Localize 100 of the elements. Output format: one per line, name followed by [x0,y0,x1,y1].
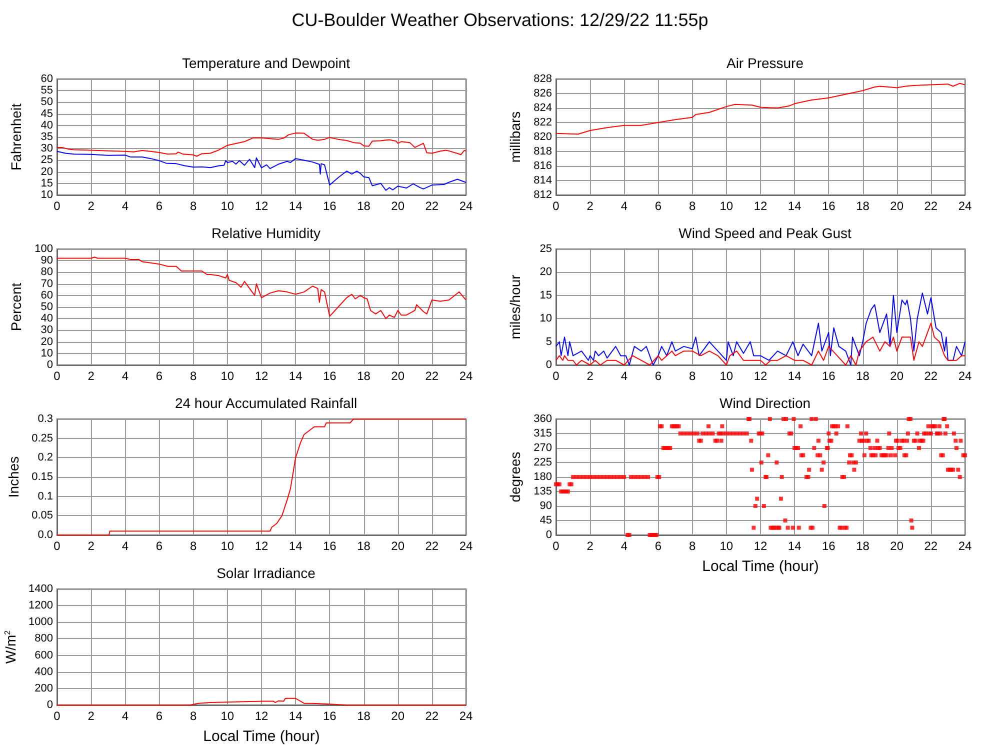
x-tick-label: 4 [620,539,628,553]
x-tick-label: 10 [220,709,234,723]
y-tick-label: 25 [40,154,53,166]
y-tick-label: 1200 [28,600,53,612]
y-tick-label: 20 [40,166,53,178]
x-tick-label: 22 [425,369,439,383]
y-tick-label: 10 [540,312,552,325]
y-tick-label: 30 [40,142,53,155]
x-tick-label: 4 [620,369,628,383]
y-tick-label: 40 [40,119,53,132]
y-tick-label: 0.1 [38,490,53,502]
chart-title: Solar Irradiance [216,565,316,581]
y-tick-label: 25 [540,243,552,255]
y-tick-label: 100 [34,243,53,255]
y-tick-label: 0 [546,529,552,541]
x-tick-label: 12 [254,199,268,213]
x-tick-label: 10 [720,369,734,383]
x-tick-label: 8 [688,199,696,213]
y-tick-label: 0 [546,359,552,371]
y-tick-label: 225 [534,456,552,468]
x-tick-label: 24 [459,369,473,383]
x-tick-label: 2 [88,709,95,723]
y-tick-label: 35 [40,131,53,143]
x-tick-label: 4 [620,199,628,213]
y-axis-title: millibars [507,111,523,163]
y-tick-label: 818 [534,146,552,158]
x-tick-label: 24 [459,199,473,213]
x-tick-label: 10 [720,199,734,213]
x-tick-label: 6 [654,369,662,383]
y-tick-label: 200 [34,682,53,694]
x-tick-label: 4 [122,199,129,213]
x-tick-label: 24 [958,369,972,383]
y-tick-label: 0 [46,699,53,711]
line-series [56,256,466,320]
x-tick-label: 6 [654,539,662,553]
line-series [56,150,466,191]
chart-title: CU-Boulder Weather Observations: 12/29/22 11:55p [290,10,710,31]
x-tick-label: 18 [357,369,371,383]
y-tick-label: 40 [40,312,53,325]
y-tick-label: 50 [40,96,53,108]
y-axis-title: Percent [8,282,24,332]
x-tick-label: 18 [856,199,870,213]
chart-title: Relative Humidity [212,225,320,241]
x-tick-label: 14 [288,369,303,383]
y-tick-label: 50 [40,301,53,313]
y-tick-label: 70 [40,278,53,290]
y-axis-title: W/m2 [2,630,19,664]
y-tick-label: 0.3 [38,413,53,425]
y-tick-label: 826 [534,88,552,100]
x-tick-label: 12 [254,369,268,383]
x-tick-label: 12 [754,199,768,213]
y-tick-label: 0.0 [38,529,53,541]
chart-title: 24 hour Accumulated Rainfall [174,395,358,411]
x-tick-label: 2 [586,369,594,383]
x-tick-label: 20 [391,369,405,383]
x-tick-label: 18 [856,539,870,553]
x-tick-label: 2 [88,199,95,213]
x-tick-label: 16 [322,369,337,383]
x-tick-label: 4 [122,369,129,383]
x-tick-label: 10 [720,539,734,553]
x-tick-label: 8 [688,539,696,553]
x-tick-label: 10 [220,199,234,213]
x-tick-label: 18 [357,709,371,723]
x-tick-label: 22 [425,539,439,553]
x-tick-label: 14 [788,199,802,213]
x-tick-label: 18 [357,199,371,213]
y-tick-label: 600 [34,649,53,662]
x-tick-label: 14 [288,539,303,553]
x-tick-label: 16 [322,539,337,553]
y-tick-label: 55 [40,84,53,97]
x-tick-label: 16 [822,199,836,213]
x-tick-label: 16 [322,709,337,723]
line-series [56,132,466,157]
x-tick-label: 2 [88,369,95,383]
x-tick-label: 6 [654,199,662,213]
y-tick-label: 824 [534,102,552,114]
x-tick-label: 24 [459,539,473,553]
x-tick-label: 8 [688,369,696,383]
y-tick-label: 15 [40,177,53,190]
x-tick-label: 24 [958,539,972,553]
x-axis-title: Local Time (hour) [203,728,320,745]
y-tick-label: 80 [40,266,53,278]
y-tick-label: 0 [46,359,53,371]
y-tick-label: 45 [540,514,552,526]
x-tick-label: 6 [156,539,163,553]
y-tick-label: 360 [534,413,552,425]
y-tick-label: 5 [546,336,552,348]
x-tick-label: 20 [391,539,405,553]
y-tick-label: 90 [40,254,53,267]
x-tick-label: 2 [586,539,594,553]
y-tick-label: 0.15 [32,471,53,483]
chart-subtitle: Temperature and Dewpoint [182,55,350,71]
y-tick-label: 814 [534,174,552,186]
y-tick-label: 15 [540,289,552,302]
y-tick-label: 828 [534,73,552,85]
y-tick-label: 270 [534,442,552,454]
x-tick-label: 12 [754,539,768,553]
x-tick-label: 20 [890,369,904,383]
x-tick-label: 12 [254,709,268,723]
x-tick-label: 8 [190,709,197,723]
